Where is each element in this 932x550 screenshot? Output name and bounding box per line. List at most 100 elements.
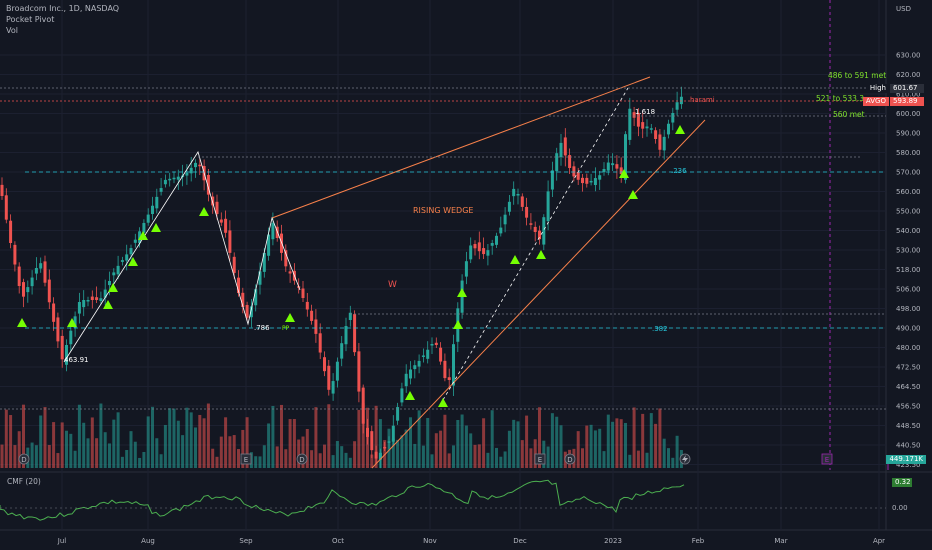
candle	[542, 217, 546, 245]
event-marker-label: D	[21, 456, 26, 464]
volume-bar	[73, 450, 77, 468]
candle	[581, 177, 584, 184]
candle	[361, 387, 365, 424]
volume-bar	[228, 436, 232, 468]
volume-bar	[576, 431, 580, 468]
cmf-line	[0, 479, 685, 521]
candle	[413, 365, 417, 370]
volume-bar	[323, 444, 326, 468]
candle	[254, 289, 258, 306]
volume-bar	[125, 449, 129, 468]
volume-bar	[258, 456, 262, 468]
candle	[185, 172, 189, 176]
candle	[305, 301, 309, 310]
candle	[65, 345, 68, 365]
time-tick: Jul	[57, 537, 67, 545]
volume-bar	[460, 414, 464, 468]
low-price-label: 463.91	[64, 356, 89, 364]
candle	[4, 195, 8, 220]
volume-bar	[404, 429, 408, 468]
volume-bar	[512, 419, 516, 468]
volume-bar	[374, 405, 378, 468]
volume-bar	[4, 409, 8, 468]
time-tick: Apr	[873, 537, 885, 545]
volume-bar	[327, 404, 331, 468]
candle	[563, 137, 567, 156]
volume-bar	[47, 445, 51, 468]
price-tick: 620.00	[896, 71, 921, 79]
volume-bar	[301, 436, 305, 468]
pocket-pivot-marker	[457, 288, 467, 297]
candle	[593, 178, 597, 186]
volume-bar	[525, 415, 529, 468]
volume-bar	[43, 407, 47, 468]
volume-bar	[546, 446, 550, 468]
candle	[116, 265, 120, 275]
candle	[400, 388, 404, 403]
volume-bar	[82, 422, 86, 468]
volume-bar	[163, 424, 167, 468]
volume-bar	[232, 435, 236, 468]
candles	[0, 86, 683, 469]
candle	[120, 260, 124, 262]
harami-label: harami	[690, 96, 715, 104]
wedge-upper-line	[271, 76, 651, 219]
last-price-tag: 593.89	[890, 97, 924, 106]
volume-bar	[611, 421, 615, 468]
candle	[314, 319, 318, 334]
volume-bar	[288, 419, 292, 468]
volume-bar	[538, 407, 541, 468]
volume-bar	[305, 429, 309, 468]
candle	[490, 243, 494, 246]
candle	[288, 271, 292, 274]
volume-bar	[443, 414, 447, 468]
volume-bar	[310, 450, 314, 468]
volume-bar	[189, 412, 193, 468]
volume-bar	[116, 412, 120, 468]
volume-bar	[17, 431, 21, 468]
candle	[176, 176, 180, 180]
pocket-pivot-marker	[128, 257, 138, 266]
volume-bar	[456, 420, 460, 468]
fib-382-label: .382	[652, 325, 668, 333]
candle	[507, 201, 511, 212]
earnings-marker	[240, 453, 252, 465]
volume-bar	[215, 456, 219, 468]
candle	[267, 234, 271, 256]
candle	[658, 134, 662, 150]
price-tick: 600.00	[896, 110, 921, 118]
volume-bar	[559, 425, 563, 468]
volume-bar	[142, 452, 146, 468]
volume-bar	[499, 456, 503, 468]
volume-bar	[198, 414, 202, 468]
candle	[439, 347, 443, 362]
candle	[662, 136, 666, 151]
event-marker-label: E	[825, 456, 829, 464]
candle	[366, 427, 369, 437]
volume-bar	[606, 414, 610, 468]
indicator-volume: Vol	[6, 26, 18, 35]
volume-bar	[391, 438, 395, 468]
volume-bar	[159, 454, 163, 468]
volume-bar	[486, 452, 490, 468]
volume-bar	[516, 421, 520, 468]
volume-bar	[602, 451, 606, 468]
candle	[550, 170, 554, 190]
time-tick: Oct	[332, 537, 344, 545]
volume-bar	[155, 438, 159, 468]
candle	[189, 167, 193, 174]
volume-bar	[598, 428, 602, 468]
volume-bar	[262, 445, 266, 468]
price-tick: 464.50	[896, 383, 921, 391]
volume-bar	[396, 439, 400, 468]
volume-bar	[90, 417, 94, 468]
candle	[34, 268, 38, 274]
candle	[271, 223, 275, 240]
volume-bar	[95, 438, 99, 468]
volume-bar	[624, 422, 627, 468]
volume-bar	[452, 445, 455, 468]
candle	[679, 96, 683, 105]
candle	[434, 342, 438, 345]
